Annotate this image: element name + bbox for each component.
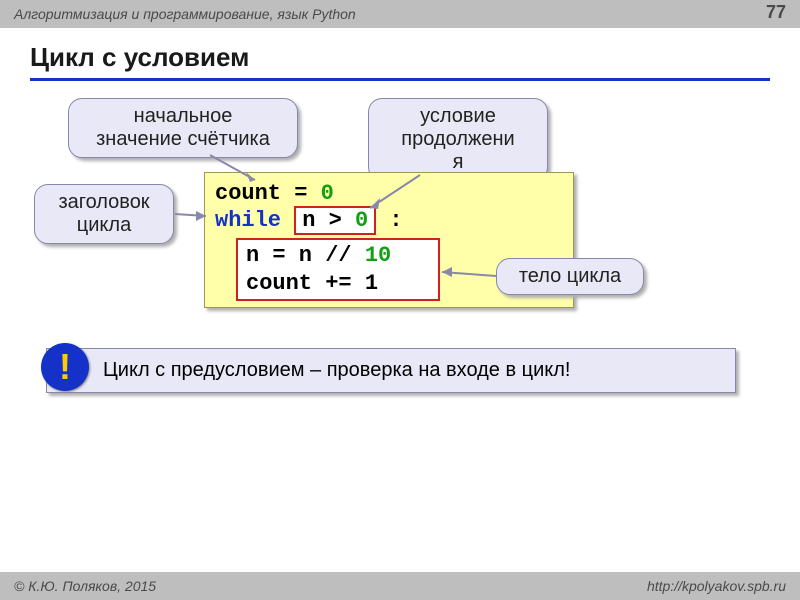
footer-bar: © К.Ю. Поляков, 2015 http://kpolyakov.sp… bbox=[0, 572, 800, 600]
footer-left: © К.Ю. Поляков, 2015 bbox=[14, 578, 156, 594]
footer-right: http://kpolyakov.spb.ru bbox=[647, 578, 786, 594]
note-text: Цикл с предусловием – проверка на входе … bbox=[103, 359, 571, 381]
pointer-lines bbox=[0, 0, 800, 600]
exclamation-icon: ! bbox=[41, 343, 89, 391]
note-box: ! Цикл с предусловием – проверка на вход… bbox=[46, 348, 736, 393]
